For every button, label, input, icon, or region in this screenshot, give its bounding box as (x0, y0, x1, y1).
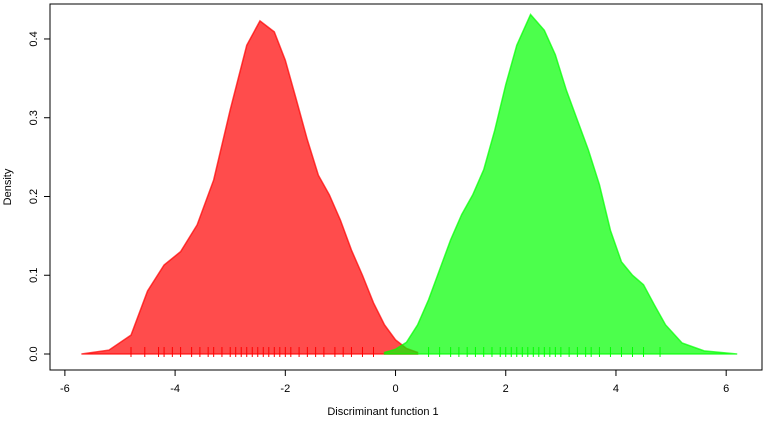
y-tick-label: 0.2 (28, 189, 40, 204)
y-tick-label: 0.3 (28, 110, 40, 125)
density-area (81, 19, 419, 355)
plot-frame (49, 3, 763, 371)
x-tick-label: 4 (613, 383, 619, 395)
x-tick-label: -4 (170, 383, 180, 395)
x-tick-label: -6 (60, 383, 70, 395)
x-tick-label: -2 (280, 383, 290, 395)
y-tick-label: 0.1 (28, 268, 40, 283)
x-tick-label: 6 (723, 383, 729, 395)
density-area (383, 13, 738, 355)
x-axis-label: Discriminant function 1 (327, 406, 438, 418)
y-axis-label: Density (2, 168, 14, 205)
y-tick-label: 0.0 (28, 346, 40, 361)
x-tick-label: 2 (503, 383, 509, 395)
y-tick-label: 0.4 (28, 31, 40, 46)
x-tick-label: 0 (392, 383, 398, 395)
